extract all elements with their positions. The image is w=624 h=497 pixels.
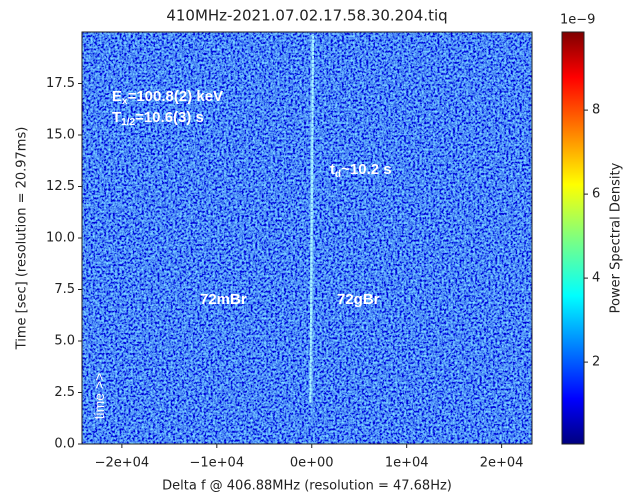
annotation-text: =10.6(3) s — [135, 109, 204, 126]
y-tick-label: 12.5 — [46, 179, 75, 194]
colorbar-tick-label: 4 — [592, 271, 600, 286]
chart-title: 410MHz-2021.07.02.17.58.30.204.tiq — [166, 7, 447, 25]
annotation: 72mBr — [200, 291, 247, 308]
annotation-subscript: x — [122, 96, 128, 107]
colorbar-label: Power Spectral Density — [609, 162, 624, 313]
annotation-text: time >> — [91, 373, 107, 420]
annotation: td~10.2 s — [330, 161, 392, 180]
x-tick-label: −2e+04 — [95, 456, 150, 471]
x-tick-label: 1e+04 — [385, 456, 429, 471]
colorbar-offset: 1e−9 — [560, 13, 595, 28]
y-tick-label: 15.0 — [46, 128, 75, 143]
x-tick-label: −1e+04 — [190, 456, 245, 471]
annotation-text: E — [112, 88, 122, 105]
annotation-text: t — [330, 161, 335, 178]
annotation: Ex=100.8(2) keV — [112, 88, 223, 107]
annotation-text: T — [112, 109, 121, 126]
annotation-subscript: d — [335, 169, 341, 180]
annotation: time >> — [91, 373, 107, 420]
annotation-subscript: 1/2 — [121, 117, 135, 128]
x-axis-label: Delta f @ 406.88MHz (resolution = 47.68H… — [162, 479, 452, 494]
colorbar — [561, 31, 585, 445]
annotation-text: 72gBr — [337, 291, 380, 308]
annotation: 72gBr — [337, 291, 380, 308]
y-tick-label: 5.0 — [54, 334, 75, 349]
x-tick-label: 2e+04 — [480, 456, 524, 471]
y-axis-label: Time [sec] (resolution = 20.97ms) — [15, 127, 30, 351]
y-tick-label: 10.0 — [46, 231, 75, 246]
annotation-text: ~10.2 s — [341, 161, 391, 178]
colorbar-tick-label: 6 — [592, 187, 600, 202]
colorbar-tick-label: 8 — [592, 103, 600, 118]
x-tick-label: 0e+00 — [290, 456, 334, 471]
trace — [309, 34, 315, 403]
annotation: T1/2=10.6(3) s — [112, 109, 204, 128]
y-tick-label: 2.5 — [54, 385, 75, 400]
annotation-text: =100.8(2) keV — [128, 88, 224, 105]
y-tick-label: 7.5 — [54, 282, 75, 297]
colorbar-tick-label: 2 — [592, 355, 600, 370]
y-tick-label: 17.5 — [46, 76, 75, 91]
annotation-text: 72mBr — [200, 291, 247, 308]
y-tick-label: 0.0 — [54, 437, 75, 452]
spectrogram — [82, 32, 532, 444]
